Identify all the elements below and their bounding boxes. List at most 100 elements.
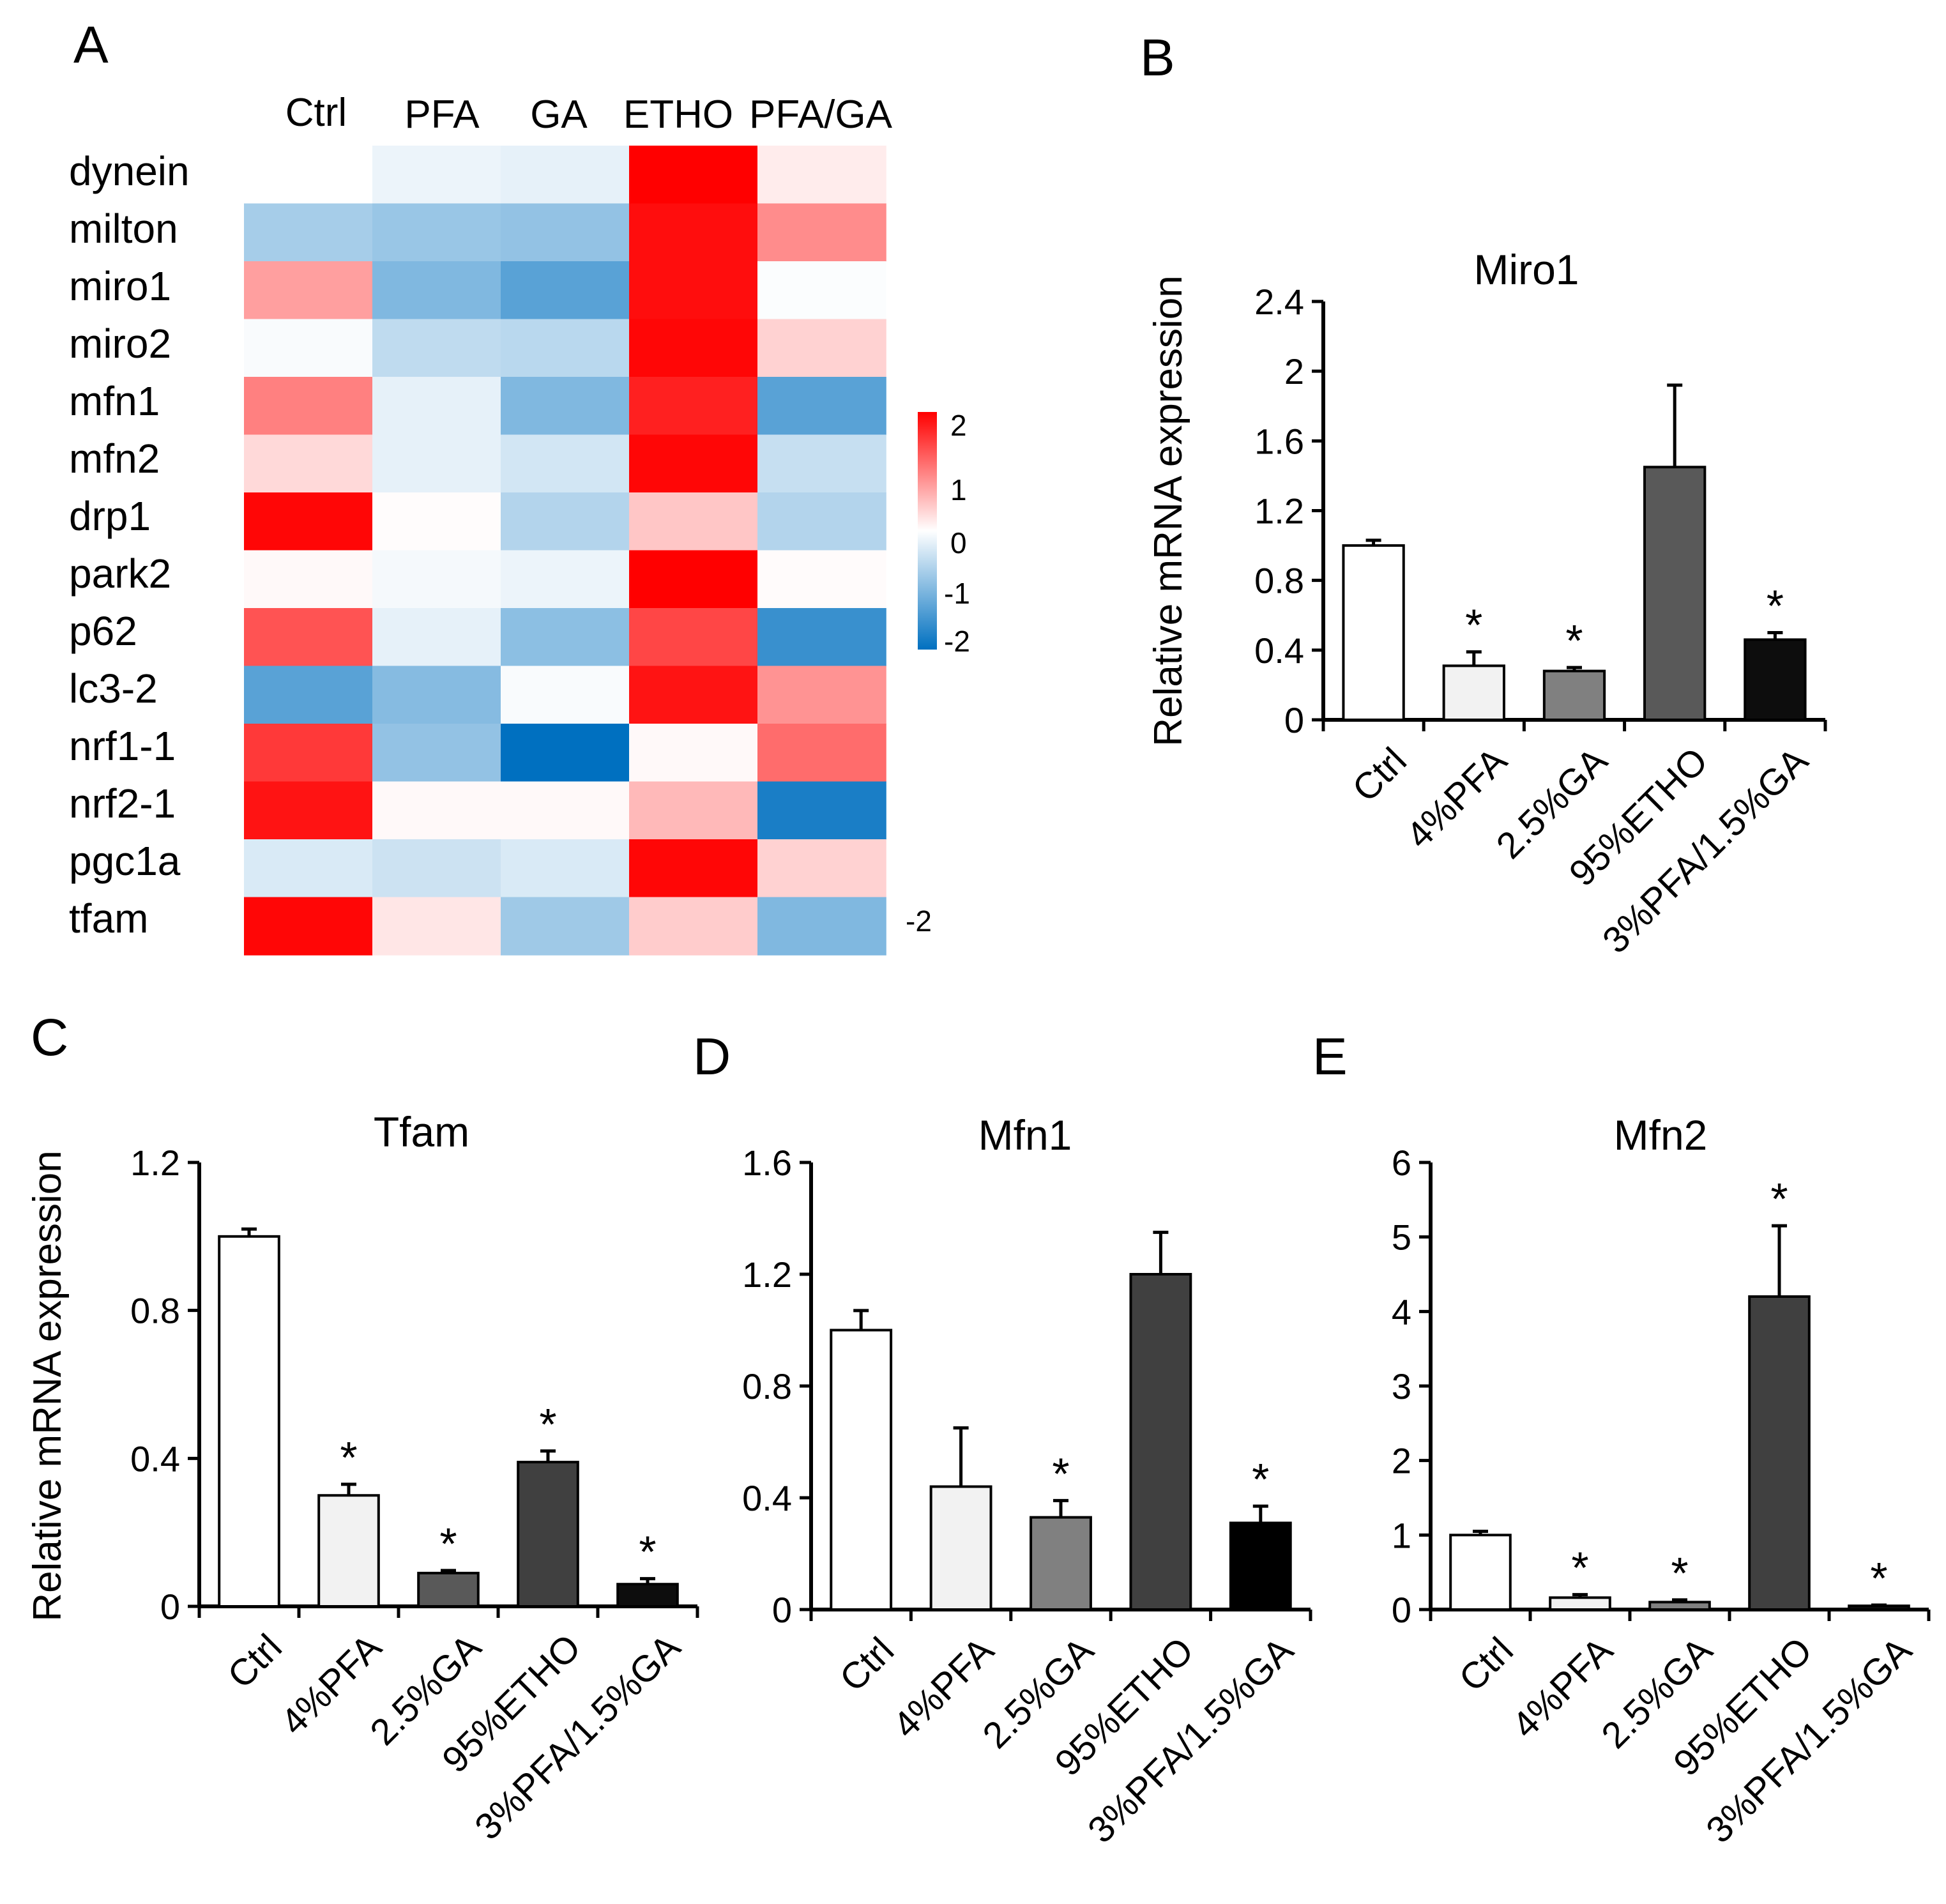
y-tick-label: 0	[1284, 700, 1304, 740]
y-tick-label: 0.4	[1254, 630, 1304, 671]
heatmap-cell-drp1-Ctrl	[244, 492, 373, 551]
heatmap-cell-p62-PFA/GA	[757, 608, 886, 667]
heatmap-cell-miro1-ETHO	[629, 261, 758, 320]
bar-4%PFA	[929, 1485, 992, 1611]
heatmap-cell-miro2-Ctrl	[244, 319, 373, 377]
heatmap-cell-p62-PFA	[372, 608, 501, 667]
heatmap-cell-park2-GA	[501, 550, 630, 609]
heatmap-cell-mfn1-ETHO	[629, 377, 758, 436]
x-tick-label: Ctrl	[220, 1626, 290, 1696]
chart-title: Miro1	[1473, 246, 1579, 293]
significance-mark: *	[1571, 1543, 1588, 1593]
heatmap-cell-mfn2-PFA	[372, 434, 501, 493]
chart-miro1: Miro1 Relative mRNA expression 0 0.4 0.8 1.2 1…	[1146, 246, 1827, 961]
heatmap-cell-tfam-ETHO	[629, 897, 758, 956]
bar-2.5%GA	[1030, 1516, 1092, 1611]
bar-2.5%GA	[1648, 1601, 1711, 1611]
heatmap-cell-dynein-PFA/GA	[757, 146, 886, 204]
heatmap-cell-nrf1-1-ETHO	[629, 724, 758, 782]
bar-Ctrl	[218, 1235, 280, 1608]
significance-mark: *	[639, 1527, 656, 1577]
bar-3%PFA/1.5%GA	[616, 1583, 679, 1608]
y-tick-label: 6	[1392, 1143, 1411, 1183]
heatmap-cell-mfn2-GA	[501, 434, 630, 493]
heatmap-col-label: ETHO	[623, 93, 733, 137]
bar-2.5%GA	[1542, 669, 1606, 722]
significance-mark: *	[1565, 616, 1583, 666]
colorbar-tick-label: 0	[950, 526, 967, 560]
heatmap-cell-mfn1-PFA/GA	[757, 377, 886, 436]
heatmap-cell-miro2-PFA	[372, 319, 501, 377]
heatmap-cell-nrf1-1-PFA	[372, 724, 501, 782]
heatmap-cell-lc3-2-PFA	[372, 666, 501, 724]
heatmap-cell-miro2-ETHO	[629, 319, 758, 377]
heatmap-row-label: nrf2-1	[69, 781, 176, 826]
bar-4%PFA	[1442, 664, 1505, 722]
significance-mark: *	[340, 1433, 357, 1482]
x-tick-label: Ctrl	[1451, 1629, 1521, 1700]
heatmap-cell-tfam-GA	[501, 897, 630, 956]
heatmap-cell-tfam-Ctrl	[244, 897, 373, 956]
y-tick-label: 1.6	[742, 1143, 792, 1183]
heatmap-cell-miro1-GA	[501, 261, 630, 320]
y-tick-label: 5	[1392, 1217, 1411, 1258]
y-tick-label: 1.2	[742, 1254, 792, 1295]
bar-Ctrl	[1342, 544, 1405, 721]
significance-mark: *	[539, 1399, 556, 1449]
significance-mark: *	[1252, 1454, 1269, 1504]
heatmap-cell-mfn2-ETHO	[629, 434, 758, 493]
heatmap-cell-lc3-2-GA	[501, 666, 630, 724]
y-tick-label: 1.2	[1254, 491, 1304, 531]
bar-95%ETHO	[1748, 1295, 1811, 1611]
heatmap-cell-park2-PFA	[372, 550, 501, 609]
colorbar-tick-label: -1	[944, 577, 970, 610]
bar-Ctrl	[1449, 1534, 1512, 1611]
heatmap-row-label: pgc1a	[69, 838, 181, 884]
colorbar-gradient	[918, 412, 937, 650]
heatmap-cell-miro2-GA	[501, 319, 630, 377]
heatmap-cell-p62-GA	[501, 608, 630, 667]
heatmap-cell-mfn1-PFA	[372, 377, 501, 436]
heatmap-cell-pgc1a-PFA/GA	[757, 839, 886, 898]
y-tick-label: 0.8	[742, 1366, 792, 1406]
heatmap-cell-nrf2-1-PFA/GA	[757, 781, 886, 840]
heatmap-cell-nrf1-1-Ctrl	[244, 724, 373, 782]
chart-tfam: Tfam Relative mRNA expression 0 0.4 0.8 1.2 Ct…	[26, 1108, 699, 1848]
panel-label-c: C	[31, 1009, 68, 1067]
heatmap-cell-drp1-PFA	[372, 492, 501, 551]
chart-title: Tfam	[374, 1108, 469, 1155]
heatmap-cell-dynein-PFA	[372, 146, 501, 204]
significance-mark: *	[1052, 1449, 1069, 1498]
colorbar-tick-label: -2	[944, 625, 970, 658]
y-tick-label: 0.8	[1254, 561, 1304, 601]
heatmap-cell-pgc1a-PFA	[372, 839, 501, 898]
y-tick-label: 0.8	[130, 1291, 180, 1331]
bar-95%ETHO	[1129, 1273, 1192, 1611]
y-tick-label: 0.4	[130, 1438, 180, 1479]
panel-label-a: A	[73, 16, 109, 74]
heatmap-cell-nrf2-1-ETHO	[629, 781, 758, 840]
heatmap-cell-mfn2-PFA/GA	[757, 434, 886, 493]
colorbar-tick-label: 1	[950, 473, 967, 506]
heatmap-cell-pgc1a-GA	[501, 839, 630, 898]
heatmap-cell-lc3-2-PFA/GA	[757, 666, 886, 724]
heatmap-cell-nrf2-1-Ctrl	[244, 781, 373, 840]
heatmap-cell-lc3-2-ETHO	[629, 666, 758, 724]
heatmap-cell-tfam-PFA/GA	[757, 897, 886, 956]
stray-scale-label: -2	[906, 904, 932, 938]
heatmap-cell-tfam-PFA	[372, 897, 501, 956]
heatmap-cell-drp1-PFA/GA	[757, 492, 886, 551]
bar-95%ETHO	[1643, 466, 1707, 721]
heatmap-row-label: mfn1	[69, 378, 160, 424]
heatmap-cell-pgc1a-Ctrl	[244, 839, 373, 898]
heatmap-cell-nrf2-1-GA	[501, 781, 630, 840]
heatmap-cell-mfn2-Ctrl	[244, 434, 373, 493]
bar-3%PFA/1.5%GA	[1229, 1521, 1292, 1611]
chart-mfn1: Mfn100.40.81.21.6Ctrl4%PFA*2.5%GA95%ETHO…	[742, 1111, 1312, 1851]
x-tick-label: Ctrl	[1344, 740, 1415, 810]
heatmap-cell-miro2-PFA/GA	[757, 319, 886, 377]
heatmap-cell-pgc1a-ETHO	[629, 839, 758, 898]
y-tick-label: 3	[1392, 1366, 1411, 1406]
panel-label-b: B	[1140, 29, 1175, 87]
